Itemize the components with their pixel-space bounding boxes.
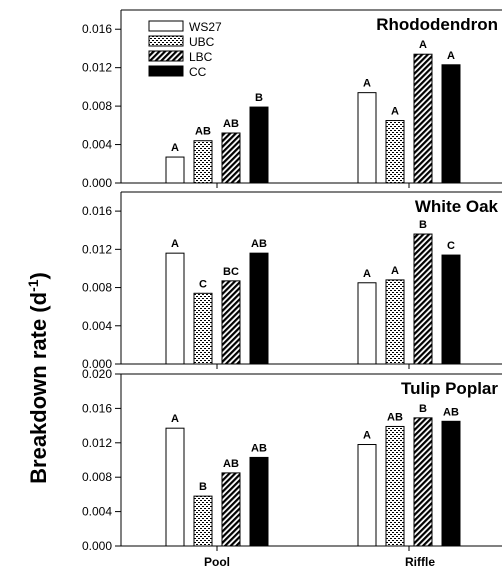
bar-ubc-pool bbox=[194, 496, 212, 546]
significance-label: A bbox=[363, 78, 371, 90]
bar-lbc-pool bbox=[222, 473, 240, 546]
bar-cc-riffle bbox=[442, 65, 460, 183]
y-tick-label: 0.008 bbox=[82, 470, 112, 484]
legend-swatch-lbc bbox=[149, 51, 183, 61]
y-tick-label: 0.004 bbox=[82, 319, 112, 333]
bar-ws27-riffle bbox=[358, 93, 376, 183]
significance-label: BC bbox=[223, 266, 239, 278]
bar-lbc-riffle bbox=[414, 234, 432, 364]
y-tick-label: 0.012 bbox=[82, 242, 112, 256]
bar-cc-riffle bbox=[442, 421, 460, 546]
y-tick-label: 0.016 bbox=[82, 204, 112, 218]
significance-label: B bbox=[199, 481, 207, 493]
significance-label: A bbox=[447, 50, 455, 62]
legend-swatch-ubc bbox=[149, 36, 183, 46]
significance-label: AB bbox=[443, 406, 459, 418]
bar-ubc-riffle bbox=[386, 426, 404, 546]
bar-ws27-pool bbox=[166, 157, 184, 183]
y-tick-label: 0.012 bbox=[82, 436, 112, 450]
significance-label: AB bbox=[251, 238, 267, 250]
significance-label: A bbox=[391, 265, 399, 277]
bar-lbc-riffle bbox=[414, 54, 432, 183]
bar-ws27-pool bbox=[166, 428, 184, 546]
panel-title: White Oak bbox=[415, 197, 499, 216]
bar-cc-pool bbox=[250, 107, 268, 183]
bar-ws27-riffle bbox=[358, 445, 376, 546]
bar-ubc-pool bbox=[194, 293, 212, 364]
significance-label: AB bbox=[223, 458, 239, 470]
legend-label-ubc: UBC bbox=[189, 35, 215, 49]
significance-label: A bbox=[363, 430, 371, 442]
significance-label: B bbox=[419, 219, 427, 231]
y-tick-label: 0.000 bbox=[82, 539, 112, 553]
bar-ws27-riffle bbox=[358, 283, 376, 364]
legend-label-lbc: LBC bbox=[189, 50, 213, 64]
significance-label: A bbox=[391, 106, 399, 118]
y-tick-label: 0.016 bbox=[82, 401, 112, 415]
legend-label-ws27: WS27 bbox=[189, 20, 222, 34]
y-tick-label: 0.020 bbox=[82, 367, 112, 381]
significance-label: B bbox=[255, 92, 263, 104]
y-tick-label: 0.012 bbox=[82, 61, 112, 75]
y-tick-label: 0.016 bbox=[82, 22, 112, 36]
significance-label: AB bbox=[387, 411, 403, 423]
significance-label: C bbox=[447, 240, 455, 252]
bar-cc-riffle bbox=[442, 255, 460, 364]
y-tick-label: 0.000 bbox=[82, 176, 112, 190]
bar-lbc-pool bbox=[222, 281, 240, 364]
y-tick-label: 0.004 bbox=[82, 505, 112, 519]
bar-lbc-riffle bbox=[414, 418, 432, 546]
significance-label: B bbox=[419, 403, 427, 415]
bar-lbc-pool bbox=[222, 133, 240, 183]
bar-ubc-pool bbox=[194, 141, 212, 183]
significance-label: AB bbox=[251, 442, 267, 454]
bar-ubc-riffle bbox=[386, 280, 404, 364]
significance-label: A bbox=[171, 238, 179, 250]
category-label-pool: Pool bbox=[204, 555, 230, 569]
panel-title: Tulip Poplar bbox=[401, 379, 498, 398]
y-tick-label: 0.008 bbox=[82, 99, 112, 113]
bar-cc-pool bbox=[250, 457, 268, 546]
bar-ubc-riffle bbox=[386, 121, 404, 183]
significance-label: A bbox=[171, 142, 179, 154]
legend-swatch-ws27 bbox=[149, 21, 183, 31]
significance-label: AB bbox=[223, 118, 239, 130]
panel-title: Rhododendron bbox=[376, 15, 498, 34]
y-tick-label: 0.008 bbox=[82, 281, 112, 295]
category-label-riffle: Riffle bbox=[405, 555, 435, 569]
significance-label: A bbox=[171, 413, 179, 425]
bar-ws27-pool bbox=[166, 253, 184, 364]
legend-swatch-cc bbox=[149, 66, 183, 76]
y-axis-label: Breakdown rate (d-1) bbox=[25, 272, 51, 484]
significance-label: C bbox=[199, 278, 207, 290]
bar-cc-pool bbox=[250, 253, 268, 364]
significance-label: A bbox=[419, 39, 427, 51]
legend-label-cc: CC bbox=[189, 65, 207, 79]
panel-tulip-poplar: 0.000 0.004 0.008 0.012 0.016 0.020 Tulip Popl… bbox=[82, 367, 502, 553]
significance-label: A bbox=[363, 268, 371, 280]
y-tick-label: 0.004 bbox=[82, 138, 112, 152]
significance-label: AB bbox=[195, 126, 211, 138]
